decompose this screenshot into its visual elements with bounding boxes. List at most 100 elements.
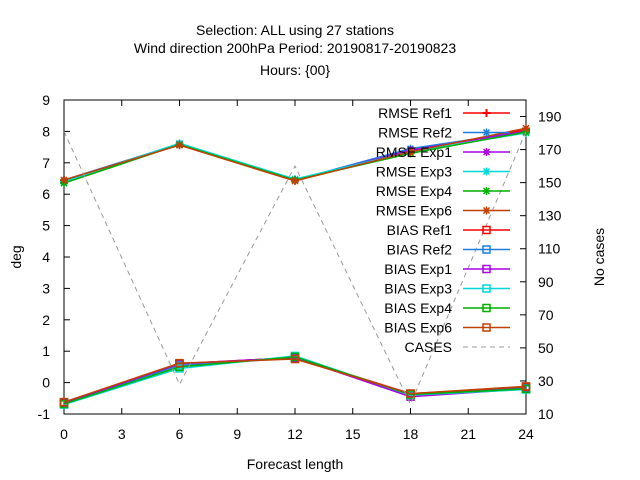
y-tick-label: 1	[42, 343, 50, 359]
legend-item: RMSE Ref2	[378, 125, 510, 141]
marker-d2	[482, 187, 491, 195]
y-tick-label: 6	[42, 186, 50, 202]
y-axis: -1 0 1 2 3 4 5 6 7 8 9	[38, 92, 70, 422]
legend-marker	[482, 284, 491, 293]
legend-label: CASES	[405, 339, 452, 355]
legend-marker	[482, 264, 491, 274]
legend-item: RMSE Exp4	[376, 183, 510, 199]
y2-axis-label: No cases	[591, 228, 607, 286]
title-line-2: Wind direction 200hPa Period: 20190817-2…	[134, 40, 456, 56]
legend-label: RMSE Exp3	[376, 164, 452, 180]
series-group	[59, 124, 531, 409]
y-tick-label: 9	[42, 92, 50, 108]
series-line	[63, 130, 527, 183]
legend-marker	[482, 187, 491, 195]
legend-label: RMSE Ref2	[378, 125, 452, 141]
legend-item: BIAS Exp3	[384, 281, 510, 297]
marker-d2	[482, 128, 491, 137]
x-tick-label: 18	[403, 426, 419, 442]
y-axis-label: deg	[8, 245, 24, 268]
x-axis: 0 3 6 9 12 15 18 21 24	[60, 100, 534, 442]
series-line	[63, 358, 527, 403]
y2-axis: 10 30 50 70 90 110 130 150 170 190	[520, 109, 562, 422]
series-line	[63, 132, 527, 183]
y-tick-label: -1	[38, 406, 51, 422]
legend-marker	[482, 148, 491, 156]
legend-label: BIAS Exp1	[384, 261, 452, 277]
y-tick-label: 7	[42, 155, 50, 171]
series-rmse-exp6	[60, 124, 530, 186]
data-point	[290, 354, 300, 364]
legend-marker	[482, 245, 491, 254]
y-tick-label: 3	[42, 280, 50, 296]
data-point	[406, 389, 415, 398]
x-tick-label: 12	[287, 426, 303, 442]
y2-tick-label: 90	[538, 274, 554, 290]
y-tick-label: 4	[42, 249, 50, 265]
title-line-1: Selection: ALL using 27 stations	[196, 22, 394, 38]
y-tick-label: 0	[42, 375, 50, 391]
legend-item: BIAS Exp1	[384, 261, 510, 277]
series-line	[63, 129, 527, 181]
marker-d2	[482, 167, 491, 176]
y-tick-label: 8	[42, 123, 50, 139]
legend-label: RMSE Ref1	[378, 105, 452, 121]
marker-d2	[522, 124, 530, 132]
legend-label: BIAS Ref1	[387, 222, 453, 238]
x-tick-label: 3	[118, 426, 126, 442]
data-point	[521, 382, 531, 391]
y2-tick-label: 70	[538, 307, 554, 323]
legend-marker	[482, 109, 491, 117]
series-line	[63, 130, 527, 181]
marker-d2	[482, 148, 491, 156]
y2-tick-label: 150	[538, 175, 562, 191]
x-tick-label: 21	[460, 426, 476, 442]
y2-tick-label: 30	[538, 373, 554, 389]
y2-tick-label: 50	[538, 340, 554, 356]
legend-label: BIAS Ref2	[387, 242, 453, 258]
x-tick-label: 9	[233, 426, 241, 442]
legend-label: RMSE Exp6	[376, 203, 452, 219]
data-point	[522, 124, 530, 133]
legend-label: BIAS Exp3	[384, 281, 452, 297]
legend: RMSE Ref1 RMSE Ref2 RMSE Exp1 RMSE Exp3 RMSE…	[376, 105, 510, 355]
y2-tick-label: 190	[538, 109, 562, 125]
legend-label: RMSE Exp1	[376, 144, 452, 160]
marker-d2	[291, 177, 299, 185]
legend-item: RMSE Exp3	[376, 164, 510, 180]
legend-label: RMSE Exp4	[376, 183, 452, 199]
legend-item: RMSE Exp6	[376, 203, 510, 219]
legend-item: CASES	[405, 339, 510, 355]
series-line	[63, 127, 527, 182]
legend-item: BIAS Exp4	[384, 300, 510, 316]
legend-item: RMSE Ref1	[378, 105, 510, 121]
legend-label: BIAS Exp4	[384, 300, 452, 316]
data-point	[175, 141, 184, 150]
series-line	[63, 357, 527, 404]
legend-marker	[482, 206, 491, 215]
data-point	[291, 177, 299, 186]
x-tick-label: 0	[60, 426, 68, 442]
legend-marker	[482, 225, 491, 235]
legend-marker	[482, 128, 491, 137]
legend-marker	[482, 303, 491, 313]
legend-marker	[482, 167, 491, 176]
plot-frame	[63, 99, 527, 415]
series-line	[63, 131, 527, 406]
chart-title: Selection: ALL using 27 stations Wind di…	[134, 22, 456, 78]
y-tick-label: 2	[42, 312, 50, 328]
series-line	[63, 356, 527, 405]
legend-label: BIAS Exp6	[384, 320, 452, 336]
y-tick-label: 5	[42, 218, 50, 234]
data-point	[175, 358, 184, 368]
x-tick-label: 15	[345, 426, 361, 442]
data-point	[406, 147, 415, 156]
legend-item: RMSE Exp1	[376, 144, 510, 160]
y2-tick-label: 110	[538, 241, 561, 257]
x-tick-label: 6	[176, 426, 184, 442]
x-tick-label: 24	[518, 426, 534, 442]
marker-d2	[482, 206, 491, 215]
data-point	[60, 176, 68, 185]
legend-marker	[482, 323, 491, 332]
